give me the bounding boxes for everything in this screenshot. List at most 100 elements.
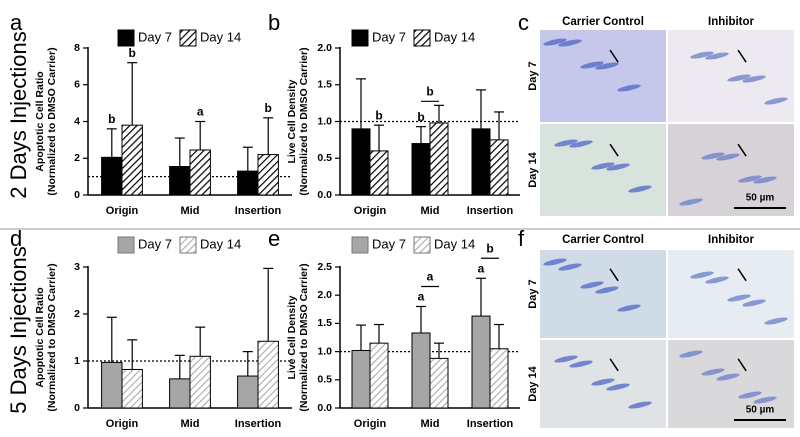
nucleus — [595, 62, 619, 70]
bar — [489, 139, 509, 196]
nucleus — [543, 38, 567, 46]
bar — [257, 340, 279, 409]
y-tick-label: 2.0 — [317, 289, 332, 301]
y-tick-label: 8 — [74, 42, 80, 54]
arrow — [609, 358, 619, 372]
nucleus — [753, 396, 777, 404]
micrograph — [540, 124, 666, 216]
panel-letter: d — [10, 226, 22, 251]
significance-letter: b — [265, 101, 272, 115]
y-tick-label: 1.0 — [317, 345, 332, 357]
legend-label: Day 14 — [434, 236, 475, 251]
y-tick-label: 1.5 — [317, 79, 332, 91]
row-header: Day 7 — [527, 61, 539, 90]
bar — [489, 348, 509, 409]
nucleus — [569, 140, 593, 148]
nucleus — [591, 378, 615, 386]
nucleus — [617, 84, 641, 92]
nucleus — [569, 360, 593, 368]
nucleus — [580, 281, 604, 289]
bar — [101, 361, 123, 409]
nucleus — [580, 61, 604, 69]
nucleus — [558, 263, 582, 271]
bar — [411, 332, 431, 409]
x-tick-label: Mid — [181, 205, 200, 217]
panel-letter: a — [10, 10, 23, 35]
legend-swatch — [117, 29, 135, 47]
bar — [369, 342, 389, 409]
bar — [351, 349, 371, 409]
x-tick-label: Origin — [354, 418, 387, 430]
nucleus — [606, 383, 630, 391]
nucleus — [764, 97, 788, 105]
nucleus — [742, 299, 766, 307]
legend-label: Day 14 — [434, 29, 475, 44]
y-axis-label: Live Cell Density — [286, 295, 298, 379]
row-label: 2 Days Injections — [6, 31, 31, 199]
x-tick-label: Origin — [106, 205, 139, 217]
nucleus — [705, 52, 729, 60]
nucleus — [543, 258, 567, 266]
nucleus — [628, 185, 652, 193]
x-tick-label: Insertion — [467, 205, 514, 217]
x-tick-label: Mid — [181, 418, 200, 430]
column-header: Inhibitor — [708, 234, 755, 246]
legend-swatch — [351, 29, 369, 47]
legend-label: Day 7 — [372, 29, 406, 44]
legend-swatch — [117, 236, 135, 254]
column-header: Carrier Control — [562, 234, 644, 246]
panel-letter: f — [518, 226, 525, 251]
nucleus — [628, 401, 652, 409]
x-tick-label: Mid — [421, 205, 440, 217]
nucleus — [701, 152, 725, 160]
arrow — [609, 49, 619, 63]
y-axis-label: Apoptotic Cell Ratio — [34, 287, 46, 387]
nucleus — [558, 39, 582, 47]
nucleus — [716, 373, 740, 381]
y-tick-label: 2 — [74, 308, 80, 320]
y-tick-label: 1.5 — [317, 317, 332, 329]
arrow — [737, 358, 747, 372]
y-tick-label: 2.0 — [317, 42, 332, 54]
bar — [369, 150, 389, 196]
significance-letter: b — [426, 85, 433, 99]
row-header: Day 14 — [527, 151, 539, 187]
arrow — [609, 268, 619, 282]
bar — [429, 122, 449, 196]
legend-label: Day 14 — [200, 29, 241, 44]
bar — [121, 368, 143, 409]
nucleus — [554, 139, 578, 147]
nucleus — [705, 276, 729, 284]
nucleus — [690, 271, 714, 279]
bar — [237, 170, 259, 196]
y-tick-label: 0.0 — [317, 189, 332, 201]
y-tick-label: 4 — [74, 115, 80, 127]
significance-letter: b — [375, 108, 382, 122]
x-tick-label: Insertion — [235, 205, 282, 217]
nucleus — [727, 294, 751, 302]
micrograph — [540, 30, 666, 122]
y-tick-label: 1.0 — [317, 115, 332, 127]
y-tick-label: 0 — [74, 402, 80, 414]
micrograph — [540, 250, 666, 338]
micrograph — [668, 250, 794, 338]
legend-swatch — [351, 236, 369, 254]
y-axis-label: Apoptotic Cell Ratio — [34, 71, 46, 171]
x-tick-label: Insertion — [235, 418, 282, 430]
y-axis-label: (Normalized to DMSO Carrier) — [298, 47, 310, 195]
row-header: Day 7 — [527, 279, 539, 308]
bar — [189, 149, 211, 196]
bar — [237, 375, 259, 409]
bar — [189, 355, 211, 409]
nucleus — [591, 162, 615, 170]
y-axis-label: (Normalized to DMSO Carrier) — [298, 263, 310, 411]
nucleus — [679, 198, 703, 206]
nucleus — [742, 75, 766, 83]
y-tick-label: 6 — [74, 79, 80, 91]
bar — [257, 154, 279, 196]
legend-swatch — [413, 236, 431, 254]
legend-swatch — [179, 29, 197, 47]
bar — [351, 128, 371, 196]
column-header: Carrier Control — [562, 16, 644, 28]
significance-letter: a — [418, 290, 425, 304]
